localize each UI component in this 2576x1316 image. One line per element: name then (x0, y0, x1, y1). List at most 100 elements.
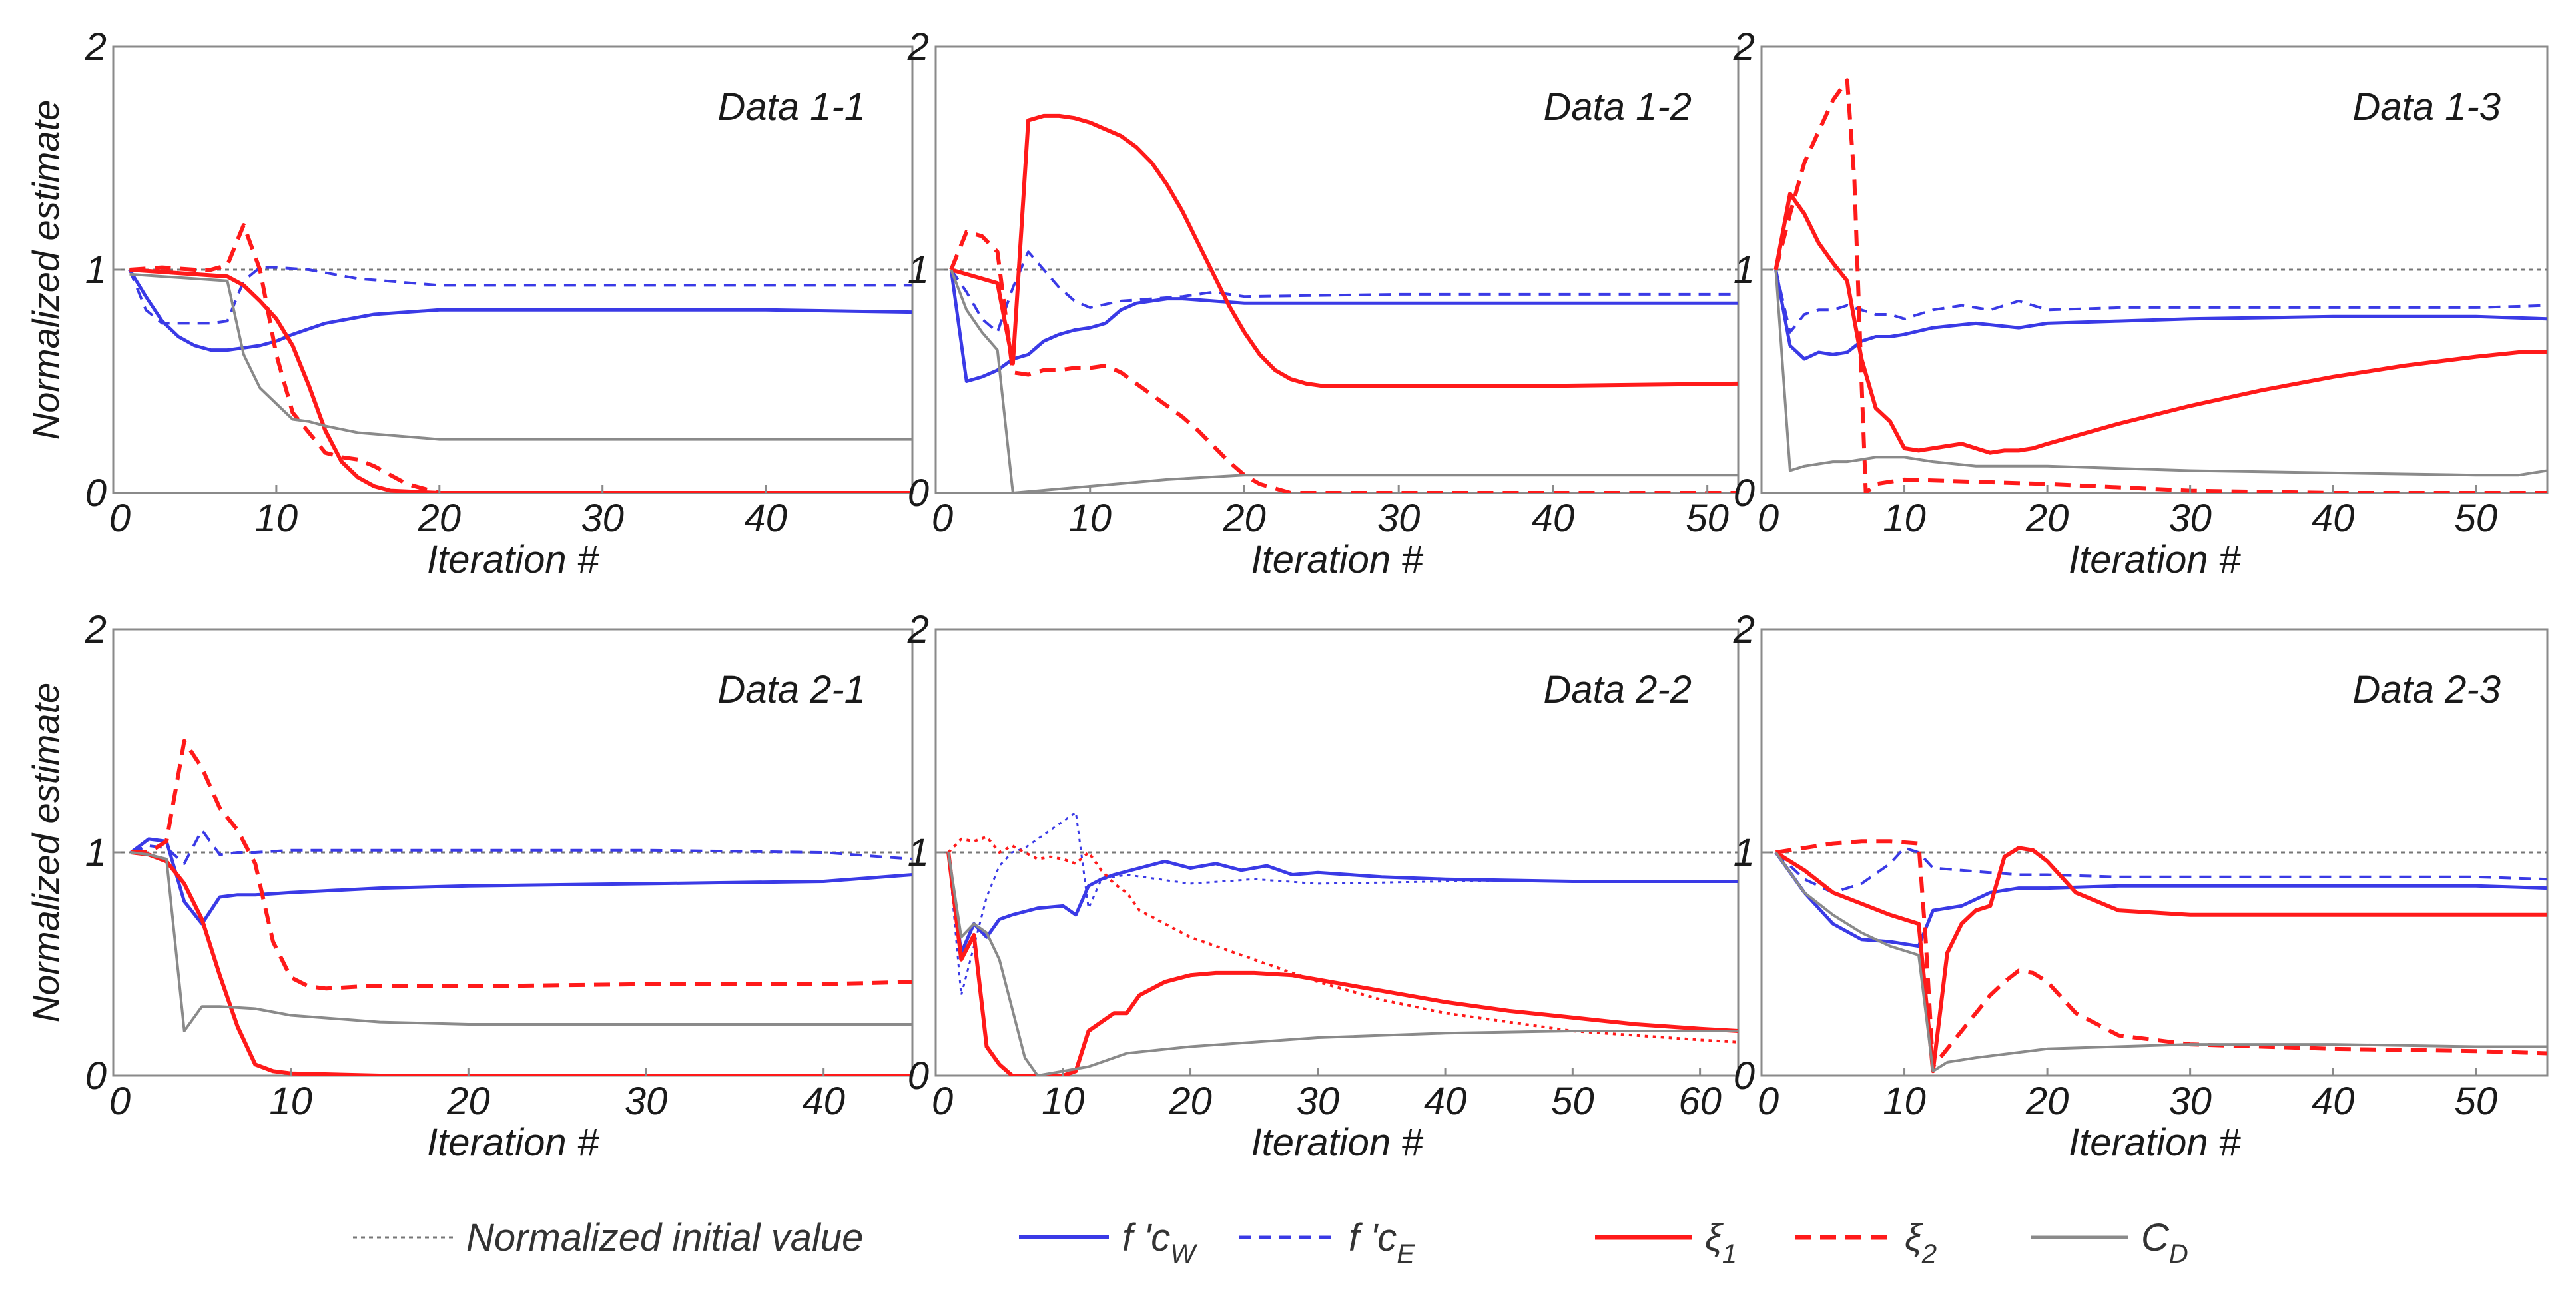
x-axis-label: Iteration # (427, 538, 599, 581)
x-tick-label: 50 (1686, 497, 1729, 540)
series-line-fcE (1775, 846, 2547, 894)
x-axis-label: Iteration # (427, 1121, 599, 1164)
x-tick-label: 20 (1168, 1080, 1212, 1123)
x-tick-label: 10 (1883, 497, 1926, 540)
series-line-CD (1774, 851, 2547, 1073)
legend-item-ref: Normalized initial value (353, 1216, 863, 1259)
panel-title: Data 2-3 (2353, 668, 2501, 711)
x-tick-label: 30 (1377, 497, 1421, 540)
x-tick-label: 30 (2168, 1080, 2212, 1123)
series-line-fcE (128, 266, 912, 325)
series-line-xi2 (131, 739, 912, 991)
series-line-xi1 (950, 113, 1738, 388)
x-tick-label: 50 (2454, 1080, 2497, 1123)
series-line-fcW (946, 852, 1738, 955)
series-line-CD (1774, 269, 2547, 477)
y-tick-label: 1 (85, 831, 107, 874)
y-tick-label: 0 (908, 472, 929, 515)
x-tick-label: 0 (932, 1080, 953, 1123)
x-tick-label: 30 (1297, 1080, 1340, 1123)
legend-item-xi2: ξ2 (1795, 1216, 1937, 1269)
y-axis-label: Normalized estimate (25, 100, 67, 440)
x-tick-label: 40 (802, 1080, 845, 1123)
legend-label: Normalized initial value (466, 1216, 863, 1259)
series-line-CD (947, 852, 1738, 1076)
legend-label: ξ2 (1905, 1216, 1937, 1269)
legend-item-fcE: f 'cE (1239, 1216, 1415, 1269)
panel-3: 0 10 20 30 40 50 0 1 2 Data 1-3 Iteration # (1733, 25, 2549, 581)
series-line-fcW (1774, 851, 2547, 948)
x-tick-label: 10 (269, 1080, 312, 1123)
series-line-fcE (1774, 269, 2547, 334)
y-tick-label: 1 (1734, 248, 1755, 292)
legend-item-xi1: ξ1 (1595, 1216, 1737, 1269)
x-tick-label: 50 (2454, 497, 2497, 540)
x-tick-label: 40 (744, 497, 787, 540)
series-group (130, 739, 912, 1076)
y-axis-label: Normalized estimate (25, 683, 67, 1022)
y-tick-label: 0 (85, 472, 107, 515)
series-line-xi2 (947, 835, 1738, 1044)
series-line-xi2 (1773, 78, 2547, 493)
x-tick-label: 30 (581, 497, 624, 540)
y-tick-label: 2 (907, 25, 929, 69)
panel-2: 0 10 20 30 40 50 0 1 2 Data 1-2 Iteration # (907, 25, 1740, 581)
x-tick-label: 20 (2025, 1080, 2069, 1123)
x-axis-label: Iteration # (2069, 1121, 2241, 1164)
y-tick-label: 1 (908, 831, 929, 874)
x-tick-label: 0 (109, 1080, 131, 1123)
series-group (946, 811, 1738, 1076)
panel-5: 0 10 20 30 40 50 60 0 1 2 Data 2-2 Iteration # (907, 608, 1740, 1164)
x-axis-label: Iteration # (1251, 538, 1424, 581)
x-tick-label: 30 (625, 1080, 668, 1123)
x-axis-label: Iteration # (2069, 538, 2241, 581)
series-line-fcW (128, 268, 912, 352)
legend-label: f 'cE (1349, 1216, 1415, 1269)
x-tick-label: 0 (1758, 497, 1779, 540)
x-tick-label: 20 (2025, 497, 2069, 540)
series-line-fcE (950, 250, 1738, 334)
legend-label: ξ1 (1705, 1216, 1737, 1269)
panel-4: 0 10 20 30 40 0 1 2 Data 2-1 Iteration # Normalize… (25, 608, 914, 1164)
series-line-xi1 (946, 852, 1738, 1076)
y-tick-label: 2 (1733, 608, 1755, 651)
x-tick-label: 10 (1042, 1080, 1085, 1123)
x-tick-label: 40 (1424, 1080, 1467, 1123)
y-tick-label: 0 (85, 1054, 107, 1098)
y-tick-label: 0 (908, 1054, 929, 1098)
x-tick-label: 10 (1883, 1080, 1926, 1123)
x-tick-label: 10 (255, 497, 298, 540)
y-tick-label: 0 (1734, 472, 1755, 515)
panel-title: Data 1-1 (718, 85, 866, 129)
y-tick-label: 1 (85, 248, 107, 292)
panel-title: Data 1-2 (1544, 85, 1692, 129)
x-tick-label: 0 (1758, 1080, 1779, 1123)
x-tick-label: 10 (1068, 497, 1112, 540)
panel-6: 0 10 20 30 40 50 0 1 2 Data 2-3 Iteration # (1733, 608, 2549, 1164)
x-tick-label: 40 (2312, 1080, 2355, 1123)
series-group (128, 223, 912, 493)
series-group (1773, 78, 2547, 493)
series-group (949, 113, 1738, 493)
series-line-xi1 (1773, 192, 2547, 455)
panel-1: 0 10 20 30 40 0 1 2 Data 1-1 Iteration # Normalize… (25, 25, 914, 581)
x-tick-label: 30 (2168, 497, 2212, 540)
series-line-xi2 (129, 223, 912, 493)
series-line-xi1 (129, 268, 912, 493)
legend-label: CD (2141, 1216, 2188, 1269)
x-tick-label: 0 (932, 497, 953, 540)
series-line-xi1 (131, 850, 912, 1076)
y-tick-label: 2 (85, 25, 107, 69)
series-line-xi1 (1774, 846, 2547, 1074)
panel-title: Data 1-3 (2353, 85, 2501, 129)
series-line-CD (129, 272, 912, 441)
y-tick-label: 1 (908, 248, 929, 292)
y-tick-label: 2 (85, 608, 107, 651)
series-line-fcW (1774, 269, 2547, 361)
x-tick-label: 20 (418, 497, 462, 540)
y-tick-label: 2 (907, 608, 929, 651)
y-tick-label: 2 (1733, 25, 1755, 69)
x-tick-label: 60 (1678, 1080, 1722, 1123)
